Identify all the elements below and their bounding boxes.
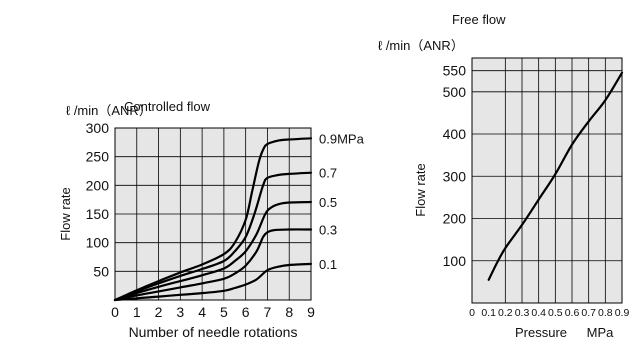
x-tick-label: 4 (198, 304, 206, 320)
x-tick-label: 0 (111, 304, 119, 320)
y-tick-label: 300 (443, 168, 467, 184)
free-unit-label: ℓ /min（ANR） (378, 38, 464, 53)
y-tick-label: 550 (443, 63, 467, 79)
free-x-axis-label: Pressure (515, 325, 567, 340)
controlled-y-tick-labels: 50 100 150 200 250 300 (86, 120, 110, 279)
x-tick-label: 5 (220, 304, 228, 320)
y-tick-label: 250 (86, 149, 110, 165)
y-tick-label: 300 (86, 120, 110, 136)
series-line (113, 262, 313, 302)
series-line (113, 228, 313, 302)
series-label: 0.5 (319, 195, 337, 210)
x-tick-label: 1 (133, 304, 141, 320)
free-x-unit-label: MPa (587, 325, 615, 340)
y-tick-label: 50 (93, 263, 109, 279)
x-tick-label: 3 (176, 304, 184, 320)
x-tick-label: 0.1 (481, 307, 496, 319)
y-tick-label: 400 (443, 126, 467, 142)
controlled-series-labels: 0.9MPa 0.7 0.5 0.3 0.1 (319, 131, 365, 272)
series-label: 0.7 (319, 166, 337, 181)
x-tick-label: 2 (155, 304, 163, 320)
x-tick-label: 0.5 (548, 307, 563, 319)
x-tick-label: 0.2 (498, 307, 513, 319)
x-tick-label: 7 (264, 304, 272, 320)
series-line (113, 171, 313, 302)
x-tick-label: 0.6 (565, 307, 580, 319)
x-tick-label: 0.9 (615, 307, 630, 319)
controlled-chart-title: Controlled flow (124, 99, 211, 114)
free-y-tick-labels: 100 200 300 400 500 550 (443, 63, 467, 269)
free-x-tick-labels: 0 0.1 0.2 0.3 0.4 0.5 0.6 0.7 0.8 0.9 (469, 307, 629, 319)
series-label: 0.3 (319, 222, 337, 237)
series-label: 0.1 (319, 257, 337, 272)
free-flow-chart: 0 0.1 0.2 0.3 0.4 0.5 0.6 0.7 0.8 0.9 100 200 300 40… (378, 12, 629, 340)
controlled-y-axis-label: Flow rate (58, 187, 73, 240)
x-tick-label: 0.4 (531, 307, 546, 319)
x-tick-label: 6 (242, 304, 250, 320)
series-line (113, 200, 313, 302)
y-tick-label: 100 (443, 253, 467, 269)
free-y-axis-label: Flow rate (413, 163, 428, 216)
x-tick-label: 0.8 (598, 307, 613, 319)
controlled-series-lines (113, 137, 313, 302)
x-tick-label: 0.7 (581, 307, 596, 319)
y-tick-label: 200 (86, 177, 110, 193)
y-tick-label: 150 (86, 206, 110, 222)
free-chart-title: Free flow (452, 12, 506, 27)
x-tick-label: 0 (469, 307, 475, 319)
x-tick-label: 0.3 (515, 307, 530, 319)
series-label: 0.9MPa (319, 131, 365, 146)
controlled-unit-label: ℓ /min（ANR） (66, 103, 152, 118)
series-line (487, 71, 624, 281)
y-tick-label: 100 (86, 235, 110, 251)
x-tick-label: 9 (307, 304, 315, 320)
controlled-x-axis-label: Number of needle rotations (129, 324, 298, 340)
y-tick-label: 500 (443, 84, 467, 100)
free-grid (472, 58, 622, 303)
free-series-lines (487, 71, 624, 281)
x-tick-label: 8 (285, 304, 293, 320)
series-line (113, 137, 313, 302)
y-tick-label: 200 (443, 211, 467, 227)
